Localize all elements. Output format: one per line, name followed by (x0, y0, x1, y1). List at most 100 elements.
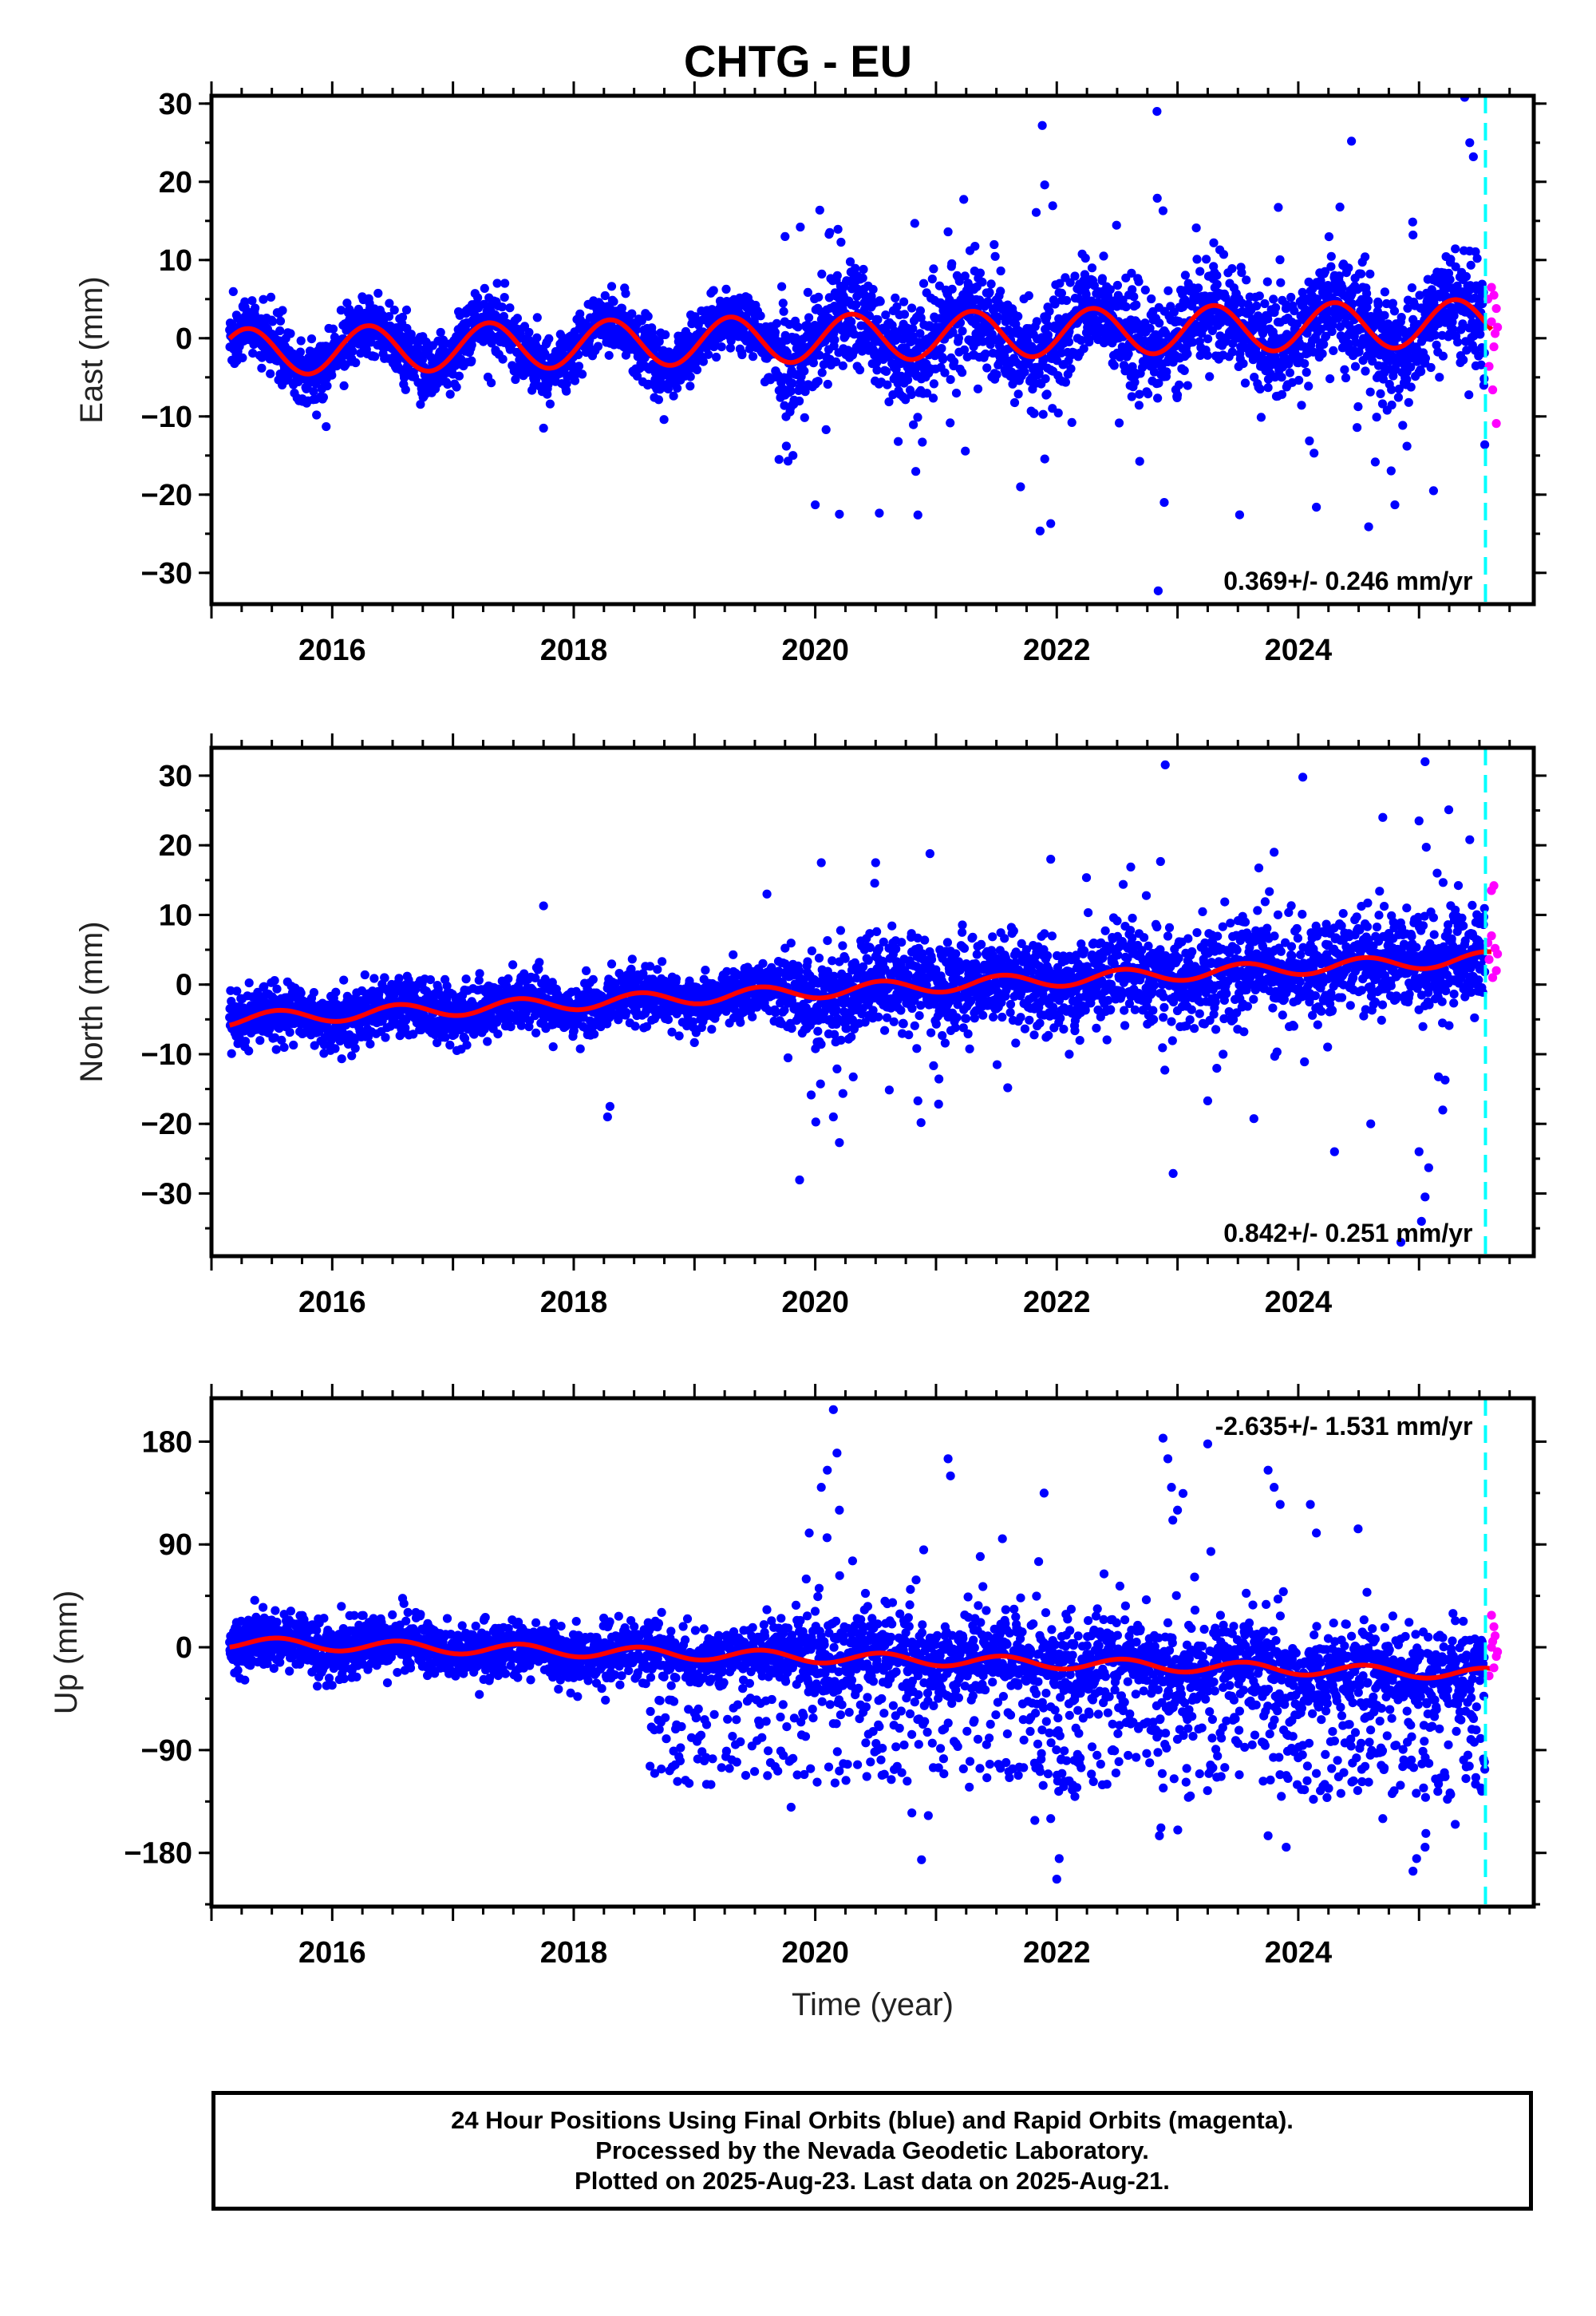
final-point (475, 969, 484, 978)
final-point (483, 1037, 492, 1046)
final-point (1325, 374, 1335, 384)
final-point (244, 1046, 254, 1056)
final-point (875, 297, 885, 306)
final-outlier-point (811, 500, 820, 510)
final-point (1227, 264, 1237, 274)
final-point (947, 284, 957, 294)
final-point (309, 387, 318, 397)
final-outlier-point (1390, 500, 1400, 510)
final-point (562, 386, 571, 396)
final-point (1040, 454, 1049, 464)
final-point (351, 358, 361, 368)
final-point (721, 284, 731, 294)
final-point (322, 381, 332, 391)
final-point (815, 350, 824, 360)
final-point (1294, 375, 1304, 385)
final-point (1081, 290, 1091, 299)
final-point (1080, 253, 1090, 263)
final-point (929, 379, 938, 389)
final-point (1416, 366, 1426, 377)
final-point (259, 294, 268, 304)
final-outlier-point (322, 421, 331, 432)
y-tick-label: −20 (141, 479, 192, 512)
final-point (511, 374, 520, 385)
final-point (1370, 457, 1380, 467)
final-point (1453, 338, 1463, 347)
final-point (1340, 365, 1349, 374)
final-point (937, 344, 946, 354)
final-point (600, 290, 610, 301)
final-point (1389, 306, 1400, 316)
final-point (1042, 389, 1052, 399)
final-point (815, 205, 824, 215)
final-point (946, 375, 955, 385)
final-point (498, 354, 508, 364)
final-point (1238, 359, 1248, 369)
final-point (770, 327, 780, 337)
final-point (847, 317, 856, 326)
final-outlier-point (780, 231, 790, 241)
final-point (804, 313, 814, 322)
final-point (894, 437, 903, 446)
final-point (247, 296, 257, 306)
final-point (899, 297, 909, 306)
final-point (982, 363, 992, 373)
final-point (497, 302, 507, 312)
final-point (487, 378, 496, 388)
final-point (819, 360, 828, 370)
final-point (532, 333, 542, 342)
final-point (1009, 397, 1020, 408)
final-point (1048, 201, 1057, 211)
final-point (1380, 287, 1389, 297)
final-point (266, 369, 275, 378)
final-point (445, 389, 455, 399)
final-point (947, 259, 957, 269)
final-point (1393, 393, 1403, 402)
final-point (350, 1043, 360, 1053)
final-point (512, 314, 523, 323)
final-point (296, 988, 306, 998)
final-point (309, 988, 318, 998)
final-point (370, 352, 380, 362)
final-point (1344, 263, 1353, 273)
final-point (990, 239, 999, 250)
final-point (1041, 374, 1050, 384)
final-point (227, 1049, 236, 1058)
final-point (821, 425, 831, 435)
final-point (1172, 390, 1183, 400)
final-point (825, 227, 835, 237)
final-point (1364, 296, 1373, 306)
final-point (709, 286, 718, 295)
final-point (781, 441, 792, 451)
final-point (504, 974, 513, 983)
final-point (1254, 291, 1264, 301)
final-point (570, 376, 580, 385)
final-point (867, 291, 876, 301)
final-point (1438, 351, 1448, 361)
final-point (915, 306, 925, 315)
final-point (954, 334, 963, 343)
final-point (1087, 263, 1097, 273)
final-point (500, 279, 510, 288)
final-point (257, 363, 267, 373)
final-point (1274, 203, 1283, 212)
final-outlier-point (1040, 180, 1049, 190)
final-point (1255, 384, 1265, 394)
final-point (986, 279, 996, 289)
final-outlier-point (1158, 206, 1168, 215)
final-point (492, 279, 502, 288)
final-point (712, 352, 721, 362)
final-point (1300, 359, 1310, 369)
final-point (438, 335, 448, 345)
final-point (1242, 275, 1251, 285)
final-point (749, 352, 758, 362)
final-point (454, 371, 464, 381)
final-point (1212, 271, 1222, 280)
final-point (800, 413, 809, 422)
east-rate-label: 0.369+/- 0.246 mm/yr (1223, 567, 1472, 595)
x-tick-label: 2024 (1265, 634, 1333, 667)
final-point (788, 378, 797, 388)
final-point (452, 382, 461, 392)
final-point (915, 329, 925, 338)
final-point (384, 312, 394, 322)
